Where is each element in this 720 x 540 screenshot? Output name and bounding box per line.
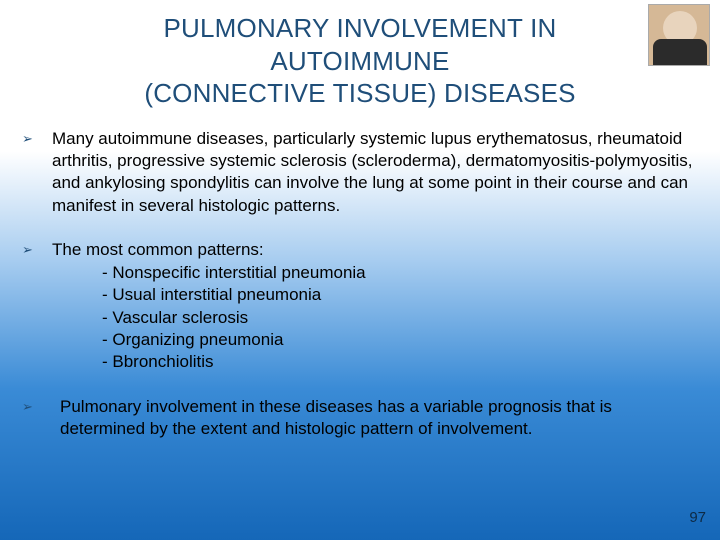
- bullet-text: The most common patterns:: [52, 240, 264, 259]
- sublist-item: Organizing pneumonia: [102, 329, 698, 351]
- sublist-item: Bbronchiolitis: [102, 351, 698, 373]
- sublist-item: Nonspecific interstitial pneumonia: [102, 262, 698, 284]
- chevron-right-icon: ➢: [22, 130, 33, 147]
- chevron-right-icon: ➢: [22, 398, 33, 415]
- sublist-item: Usual interstitial pneumonia: [102, 284, 698, 306]
- bullet-item-3: ➢ Pulmonary involvement in these disease…: [22, 396, 698, 441]
- bullet-list: ➢ Many autoimmune diseases, particularly…: [22, 128, 698, 441]
- title-line-2: (CONNECTIVE TISSUE) DISEASES: [144, 78, 575, 108]
- sublist: Nonspecific interstitial pneumonia Usual…: [52, 262, 698, 374]
- slide-title: PULMONARY INVOLVEMENT IN AUTOIMMUNE (CON…: [22, 12, 698, 110]
- bullet-text: Many autoimmune diseases, particularly s…: [52, 129, 692, 215]
- title-line-1: PULMONARY INVOLVEMENT IN AUTOIMMUNE: [164, 13, 557, 76]
- bullet-text: Pulmonary involvement in these diseases …: [52, 396, 698, 441]
- bullet-item-1: ➢ Many autoimmune diseases, particularly…: [22, 128, 698, 218]
- page-number: 97: [689, 509, 706, 526]
- chevron-right-icon: ➢: [22, 241, 33, 258]
- bullet-item-2: ➢ The most common patterns: Nonspecific …: [22, 239, 698, 374]
- sublist-item: Vascular sclerosis: [102, 307, 698, 329]
- presenter-avatar: [648, 4, 710, 66]
